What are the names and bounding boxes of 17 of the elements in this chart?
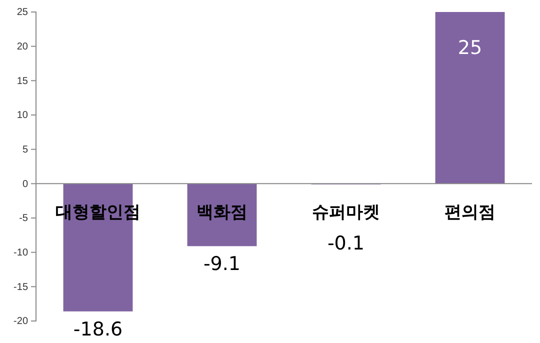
y-tick-label: 10 xyxy=(16,110,28,122)
x-tick-label: 슈퍼마켓 xyxy=(312,202,380,223)
y-tick-label: -20 xyxy=(14,316,28,328)
x-tick-label: 백화점 xyxy=(196,202,248,223)
data-label: -18.6 xyxy=(73,318,123,340)
data-label: -0.1 xyxy=(327,232,365,255)
data-label: 25 xyxy=(458,37,482,59)
y-tick-label: 20 xyxy=(16,42,28,53)
y-tick-label: -5 xyxy=(19,213,28,224)
data-label: -9.1 xyxy=(203,253,241,276)
y-tick-label: 25 xyxy=(16,7,28,18)
y-tick-label: -10 xyxy=(14,248,28,259)
x-tick-label: 편의점 xyxy=(444,202,496,223)
y-tick-label: -15 xyxy=(14,282,28,293)
y-tick-label: 15 xyxy=(16,76,28,87)
y-tick-label: 5 xyxy=(22,144,28,156)
y-tick-label: 0 xyxy=(22,178,28,190)
